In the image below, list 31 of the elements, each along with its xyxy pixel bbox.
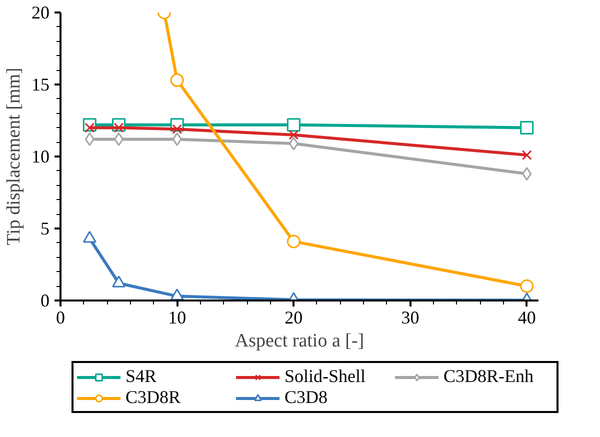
point	[82, 230, 96, 243]
point	[112, 276, 126, 288]
x-axis-title: Aspect ratio a [-]	[234, 330, 364, 352]
x-tick-label: 40	[518, 308, 536, 328]
x-tick-label: 20	[284, 308, 303, 328]
point	[520, 279, 534, 293]
point	[520, 120, 534, 134]
y-tick-label: 20	[32, 2, 50, 22]
legend-label: Solid-Shell	[284, 366, 367, 387]
x-tick-label: 10	[168, 308, 186, 328]
point	[522, 150, 532, 160]
y-tick-label: 10	[32, 146, 50, 166]
legend-label: S4R	[126, 366, 158, 387]
point	[84, 132, 94, 146]
y-tick-label: 15	[32, 74, 50, 94]
point	[288, 130, 299, 140]
point	[170, 73, 184, 87]
x-tick-label: 0	[56, 308, 65, 328]
point	[286, 118, 300, 132]
x-tick-label: 30	[401, 308, 420, 328]
y-axis-title: Tip displacement [mm]	[4, 68, 24, 246]
point	[114, 132, 124, 146]
legend-label: C3D8	[284, 387, 329, 408]
y-tick-label: 5	[40, 218, 50, 238]
legend-label: C3D8R-Enh	[444, 366, 534, 387]
point	[288, 136, 298, 150]
legend-label: C3D8R	[126, 387, 182, 408]
point	[522, 167, 532, 181]
point	[172, 132, 182, 146]
y-tick-label: 0	[40, 290, 50, 310]
point	[286, 234, 300, 248]
